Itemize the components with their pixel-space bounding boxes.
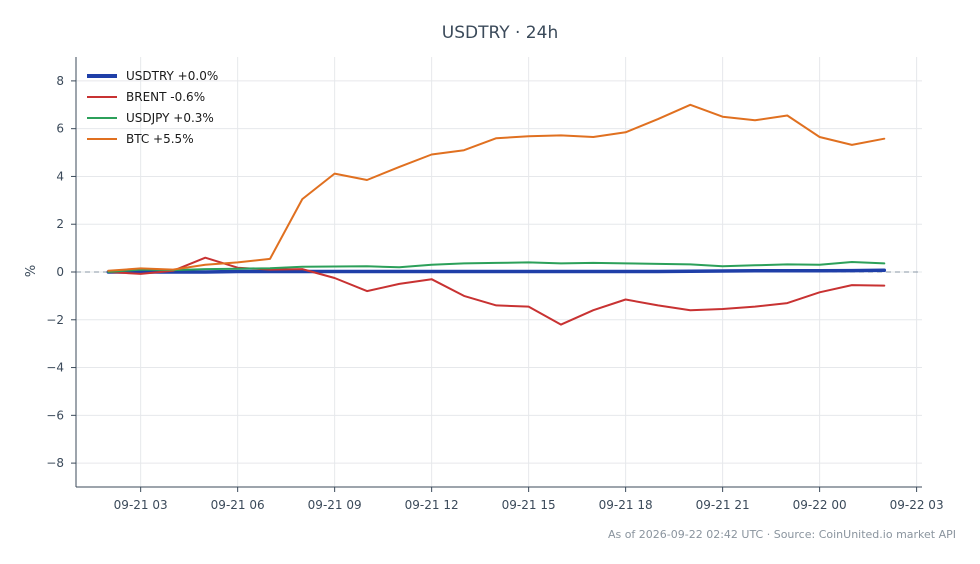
x-tick-label: 09-22 00: [793, 498, 847, 512]
x-tick-label: 09-21 03: [114, 498, 168, 512]
x-tick-group: 09-21 03 09-21 06 09-21 09 09-21 12 09-21 15…: [114, 487, 944, 512]
y-tick-label: 4: [56, 169, 64, 183]
chart-title: USDTRY · 24h: [442, 23, 558, 43]
series-line-usdtry: [106, 268, 887, 274]
y-tick-label: −8: [46, 456, 64, 470]
series-line-usdjpy: [107, 261, 886, 273]
y-tick-label: −6: [46, 408, 64, 422]
y-tick-group: 8 6 4 2 0 −2 −4 −6 −8: [46, 74, 76, 470]
y-tick-label: −4: [46, 361, 64, 375]
series-line-btc: [107, 103, 886, 272]
legend-label: USDTRY +0.0%: [126, 69, 218, 83]
y-tick-label: −2: [46, 313, 64, 327]
x-tick-label: 09-21 12: [405, 498, 459, 512]
series-line-brent: [107, 256, 886, 326]
x-tick-label: 09-21 06: [211, 498, 265, 512]
footer-source: As of 2026-09-22 02:42 UTC · Source: Coi…: [608, 528, 956, 541]
y-tick-label: 2: [56, 217, 64, 231]
x-tick-label: 09-21 09: [308, 498, 362, 512]
series-group: [106, 103, 887, 326]
y-tick-label: 6: [56, 122, 64, 136]
legend: USDTRY +0.0% BRENT -0.6% USDJPY +0.3% BTC +…: [87, 69, 218, 146]
x-tick-label: 09-22 03: [890, 498, 944, 512]
legend-label: BTC +5.5%: [126, 132, 194, 146]
x-tick-label: 09-21 18: [599, 498, 653, 512]
x-tick-label: 09-21 15: [502, 498, 556, 512]
y-tick-label: 8: [56, 74, 64, 88]
x-tick-label: 09-21 21: [696, 498, 750, 512]
y-axis-label: %: [24, 265, 39, 277]
y-tick-label: 0: [56, 265, 64, 279]
legend-label: USDJPY +0.3%: [126, 111, 214, 125]
legend-label: BRENT -0.6%: [126, 90, 205, 104]
